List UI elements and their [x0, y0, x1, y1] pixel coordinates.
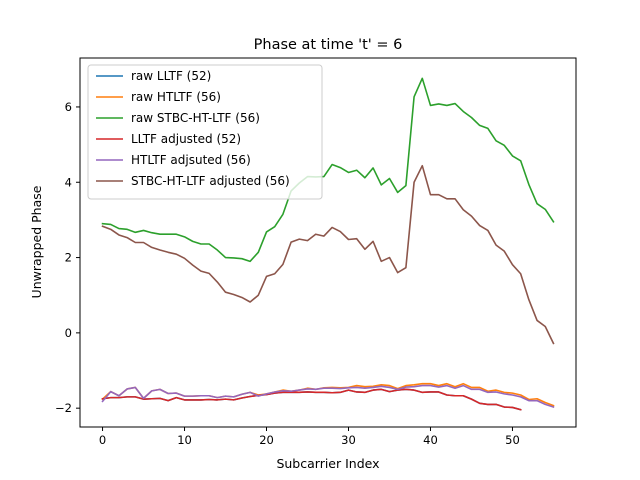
y-axis: −2 0 2 4 6 — [55, 100, 80, 415]
y-tick-label: 6 — [65, 100, 72, 114]
legend-label-2: raw HTLTF (56) — [131, 90, 221, 104]
y-tick-label: 4 — [65, 175, 72, 189]
x-axis: 0 10 20 30 40 50 — [99, 427, 520, 447]
y-tick-label: −2 — [55, 401, 72, 415]
series-line-6 — [101, 164, 555, 345]
legend-label-3: raw STBC-HT-LTF (56) — [131, 111, 260, 125]
axes-frame — [79, 57, 577, 428]
legend-label-4: LLTF adjusted (52) — [131, 132, 241, 146]
x-tick-label: 50 — [505, 433, 520, 447]
y-tick-label: 0 — [65, 326, 72, 340]
x-tick-label: 30 — [341, 433, 356, 447]
legend-label-6: STBC-HT-LTF adjusted (56) — [131, 174, 290, 188]
x-tick-label: 10 — [177, 433, 192, 447]
x-tick-label: 20 — [259, 433, 274, 447]
x-axis-label: Subcarrier Index — [276, 456, 379, 471]
x-tick-label: 40 — [423, 433, 438, 447]
y-tick-label: 2 — [65, 251, 72, 265]
chart-title: Phase at time 't' = 6 — [254, 37, 403, 53]
x-tick-label: 0 — [99, 433, 106, 447]
series-line-4 — [101, 388, 522, 411]
series-line-5 — [101, 384, 555, 409]
legend-label-1: raw LLTF (52) — [131, 69, 211, 83]
y-axis-label: Unwrapped Phase — [29, 185, 44, 298]
series-line-3 — [101, 77, 555, 263]
legend-label-5: HTLTF adjsuted (56) — [131, 153, 251, 167]
legend-box — [87, 64, 323, 200]
plot-area — [101, 77, 555, 411]
legend: raw LLTF (52) raw HTLTF (56) raw STBC-HT-L… — [87, 64, 323, 200]
